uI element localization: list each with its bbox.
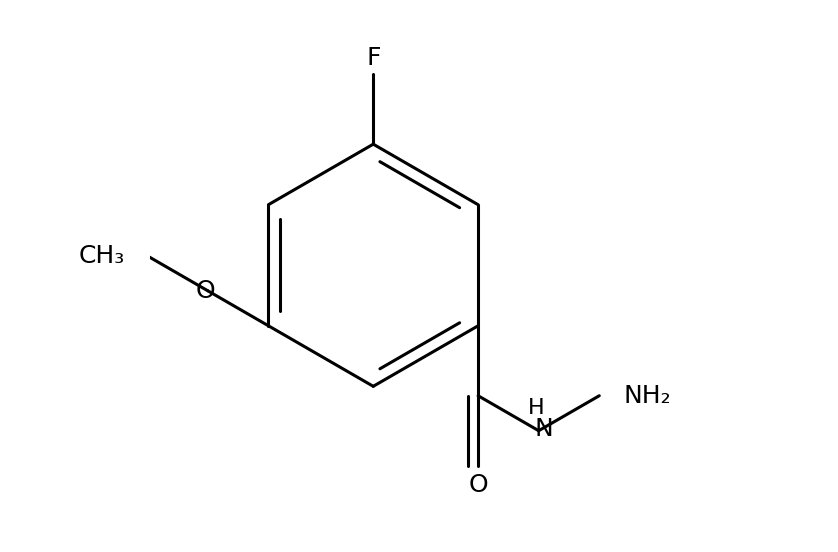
Text: CH₃: CH₃ [79,243,125,268]
Text: O: O [468,473,488,496]
Text: NH₂: NH₂ [623,384,671,408]
Text: F: F [366,46,380,70]
Text: O: O [196,279,215,303]
Text: H: H [528,398,545,418]
Text: N: N [535,417,553,441]
